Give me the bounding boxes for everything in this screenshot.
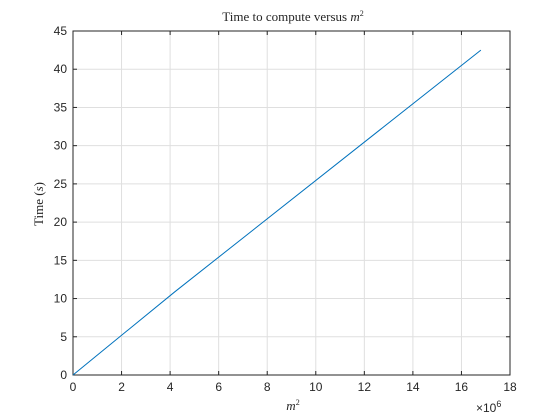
grid [73,31,510,375]
y-axis-label: Time (s) [31,182,46,226]
x-tick-label: 10 [309,380,323,394]
x-tick-label: 6 [215,380,222,394]
x-tick-label: 18 [503,380,517,394]
y-tick-label: 20 [54,215,68,229]
axes-ticks [72,30,511,376]
y-tick-label: 10 [54,292,68,306]
y-tick-label: 5 [60,330,67,344]
x-axis-exponent: ×106 [476,399,501,415]
x-axis-label: m2 [286,398,299,413]
series-line [72,49,482,376]
y-tick-label: 30 [54,139,68,153]
y-tick-label: 35 [54,100,68,114]
y-tick-label: 0 [60,368,67,382]
y-tick-label: 45 [54,24,68,38]
x-tick-label: 14 [406,380,420,394]
plot-area [72,30,511,376]
x-tick-label: 12 [358,380,372,394]
y-tick-label: 40 [54,62,68,76]
x-tick-label: 4 [167,380,174,394]
x-tick-label: 0 [70,380,77,394]
x-tick-label: 2 [118,380,125,394]
chart-title: Time to compute versus m2 [222,9,363,24]
x-tick-label: 16 [455,380,469,394]
tick-labels: 0 2 4 6 8 10 12 14 16 18 0 5 10 15 20 25 30 35 40 45 [54,24,517,394]
x-tick-label: 8 [264,380,271,394]
y-tick-label: 25 [54,177,68,191]
y-tick-label: 15 [54,253,68,267]
